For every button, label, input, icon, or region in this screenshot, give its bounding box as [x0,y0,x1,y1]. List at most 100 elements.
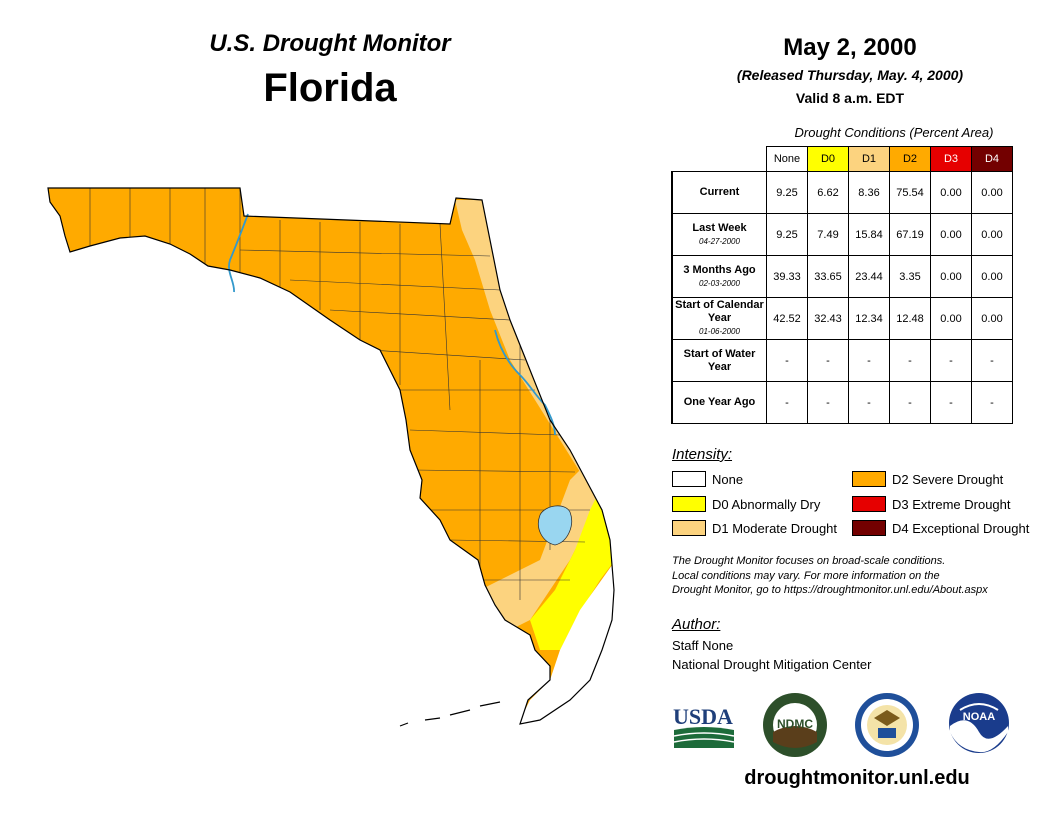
cell: 32.43 [807,297,849,340]
cell: 0.00 [930,213,972,256]
cell: 23.44 [848,255,890,298]
table-corner [672,147,767,172]
st-johns-river [494,329,556,436]
col-d2: D2 [889,146,931,172]
table-row: 3 Months Ago 02-03-2000 39.33 33.65 23.44… [671,255,1013,298]
col-d0: D0 [807,146,849,172]
cell: 0.00 [971,297,1013,340]
cell: - [889,339,931,382]
noaa-logo: NOAA [949,693,1009,753]
table-header-row: None D0 D1 D2 D3 D4 [672,146,1013,172]
table-row: Start of Water Year - - - - - - [671,339,1013,382]
florida-keys [399,701,501,727]
cell: 8.36 [848,171,890,214]
legend-item-d4: D4 Exceptional Drought [852,520,1029,536]
cell: 9.25 [766,213,808,256]
cell: 0.00 [930,297,972,340]
table-row: One Year Ago - - - - - - [671,381,1013,424]
legend-label: None [712,471,744,487]
website-link[interactable]: droughtmonitor.unl.edu [744,767,970,789]
cell: - [766,381,808,424]
disclaimer-line: Local conditions may vary. For more info… [672,569,940,582]
col-d1: D1 [848,146,890,172]
valid-time: Valid 8 a.m. EDT [795,90,905,106]
legend-item-none: None [672,471,743,487]
cell: 67.19 [889,213,931,256]
map-date: May 2, 2000 [783,34,917,61]
legend-label: D3 Extreme Drought [892,496,1011,512]
cell: - [848,339,890,382]
legend-label: D2 Severe Drought [892,471,1004,487]
legend-title: Intensity: [672,446,733,463]
cell: 7.49 [807,213,849,256]
author-name: Staff None [672,638,734,653]
cell: 0.00 [971,171,1013,214]
author-org: National Drought Mitigation Center [672,657,872,672]
cell: - [930,381,972,424]
legend-item-d0: D0 Abnormally Dry [672,496,820,512]
cell: 0.00 [971,255,1013,298]
cell: - [889,381,931,424]
cell: 3.35 [889,255,931,298]
legend-item-d3: D3 Extreme Drought [852,496,1011,512]
row-label: Current [671,171,767,214]
cell: 12.48 [889,297,931,340]
cell: - [848,381,890,424]
col-none: None [766,146,808,172]
cell: 9.25 [766,171,808,214]
cell: 42.52 [766,297,808,340]
disclaimer-text: The Drought Monitor focuses on broad-sca… [672,554,1042,598]
cell: 75.54 [889,171,931,214]
table-row: Last Week 04-27-2000 9.25 7.49 15.84 67.1… [671,213,1013,256]
cell: 15.84 [848,213,890,256]
row-label: Start of Water Year [671,339,767,382]
cell: 33.65 [807,255,849,298]
legend-swatch [672,496,706,512]
table-row: Current 9.25 6.62 8.36 75.54 0.00 0.00 [671,171,1013,214]
row-label: Last Week 04-27-2000 [671,213,767,256]
legend-item-d2: D2 Severe Drought [852,471,1003,487]
cell: 0.00 [971,213,1013,256]
state-name: Florida [263,66,397,110]
d1-south-region [480,460,605,630]
legend-label: D1 Moderate Drought [712,520,838,536]
map-title: U.S. Drought Monitor [209,30,451,57]
disclaimer-line: The Drought Monitor focuses on broad-sca… [672,555,946,567]
disclaimer-line: Drought Monitor, go to https://droughtmo… [672,584,988,596]
usda-logo: USDA [673,704,735,748]
legend-label: D4 Exceptional Drought [892,520,1030,536]
cell: 39.33 [766,255,808,298]
svg-text:NOAA: NOAA [963,711,995,723]
cell: - [807,339,849,382]
table-caption: Drought Conditions (Percent Area) [794,125,994,140]
legend-label: D0 Abnormally Dry [712,496,821,512]
lake-okeechobee [538,505,572,546]
row-label: 3 Months Ago 02-03-2000 [671,255,767,298]
drought-conditions-table: None D0 D1 D2 D3 D4 Current 9.25 6.62 8.… [671,146,1013,424]
legend-swatch [672,520,706,536]
cell: - [807,381,849,424]
cell: 0.00 [930,171,972,214]
row-label: Start of Calendar Year 01-06-2000 [671,297,767,340]
table-row: Start of Calendar Year 01-06-2000 42.52 3… [671,297,1013,340]
row-label: One Year Ago [671,381,767,424]
legend-item-d1: D1 Moderate Drought [672,520,837,536]
cell: - [971,381,1013,424]
florida-drought-map [47,187,615,727]
apalachicola-river [228,213,249,293]
col-d4: D4 [971,146,1013,172]
cell: 0.00 [930,255,972,298]
d2-region [48,188,614,724]
cell: - [930,339,972,382]
cell: - [971,339,1013,382]
col-d3: D3 [930,146,972,172]
release-date: (Released Thursday, May. 4, 2000) [736,67,964,83]
legend-swatch [672,471,706,487]
legend-swatch [852,496,886,512]
svg-text:NDMC: NDMC [777,717,813,731]
author-heading: Author: [672,616,721,633]
ndmc-logo: NDMC [763,693,827,757]
svg-text:USDA: USDA [673,704,733,729]
commerce-seal-logo [855,693,919,757]
legend-swatch [852,520,886,536]
